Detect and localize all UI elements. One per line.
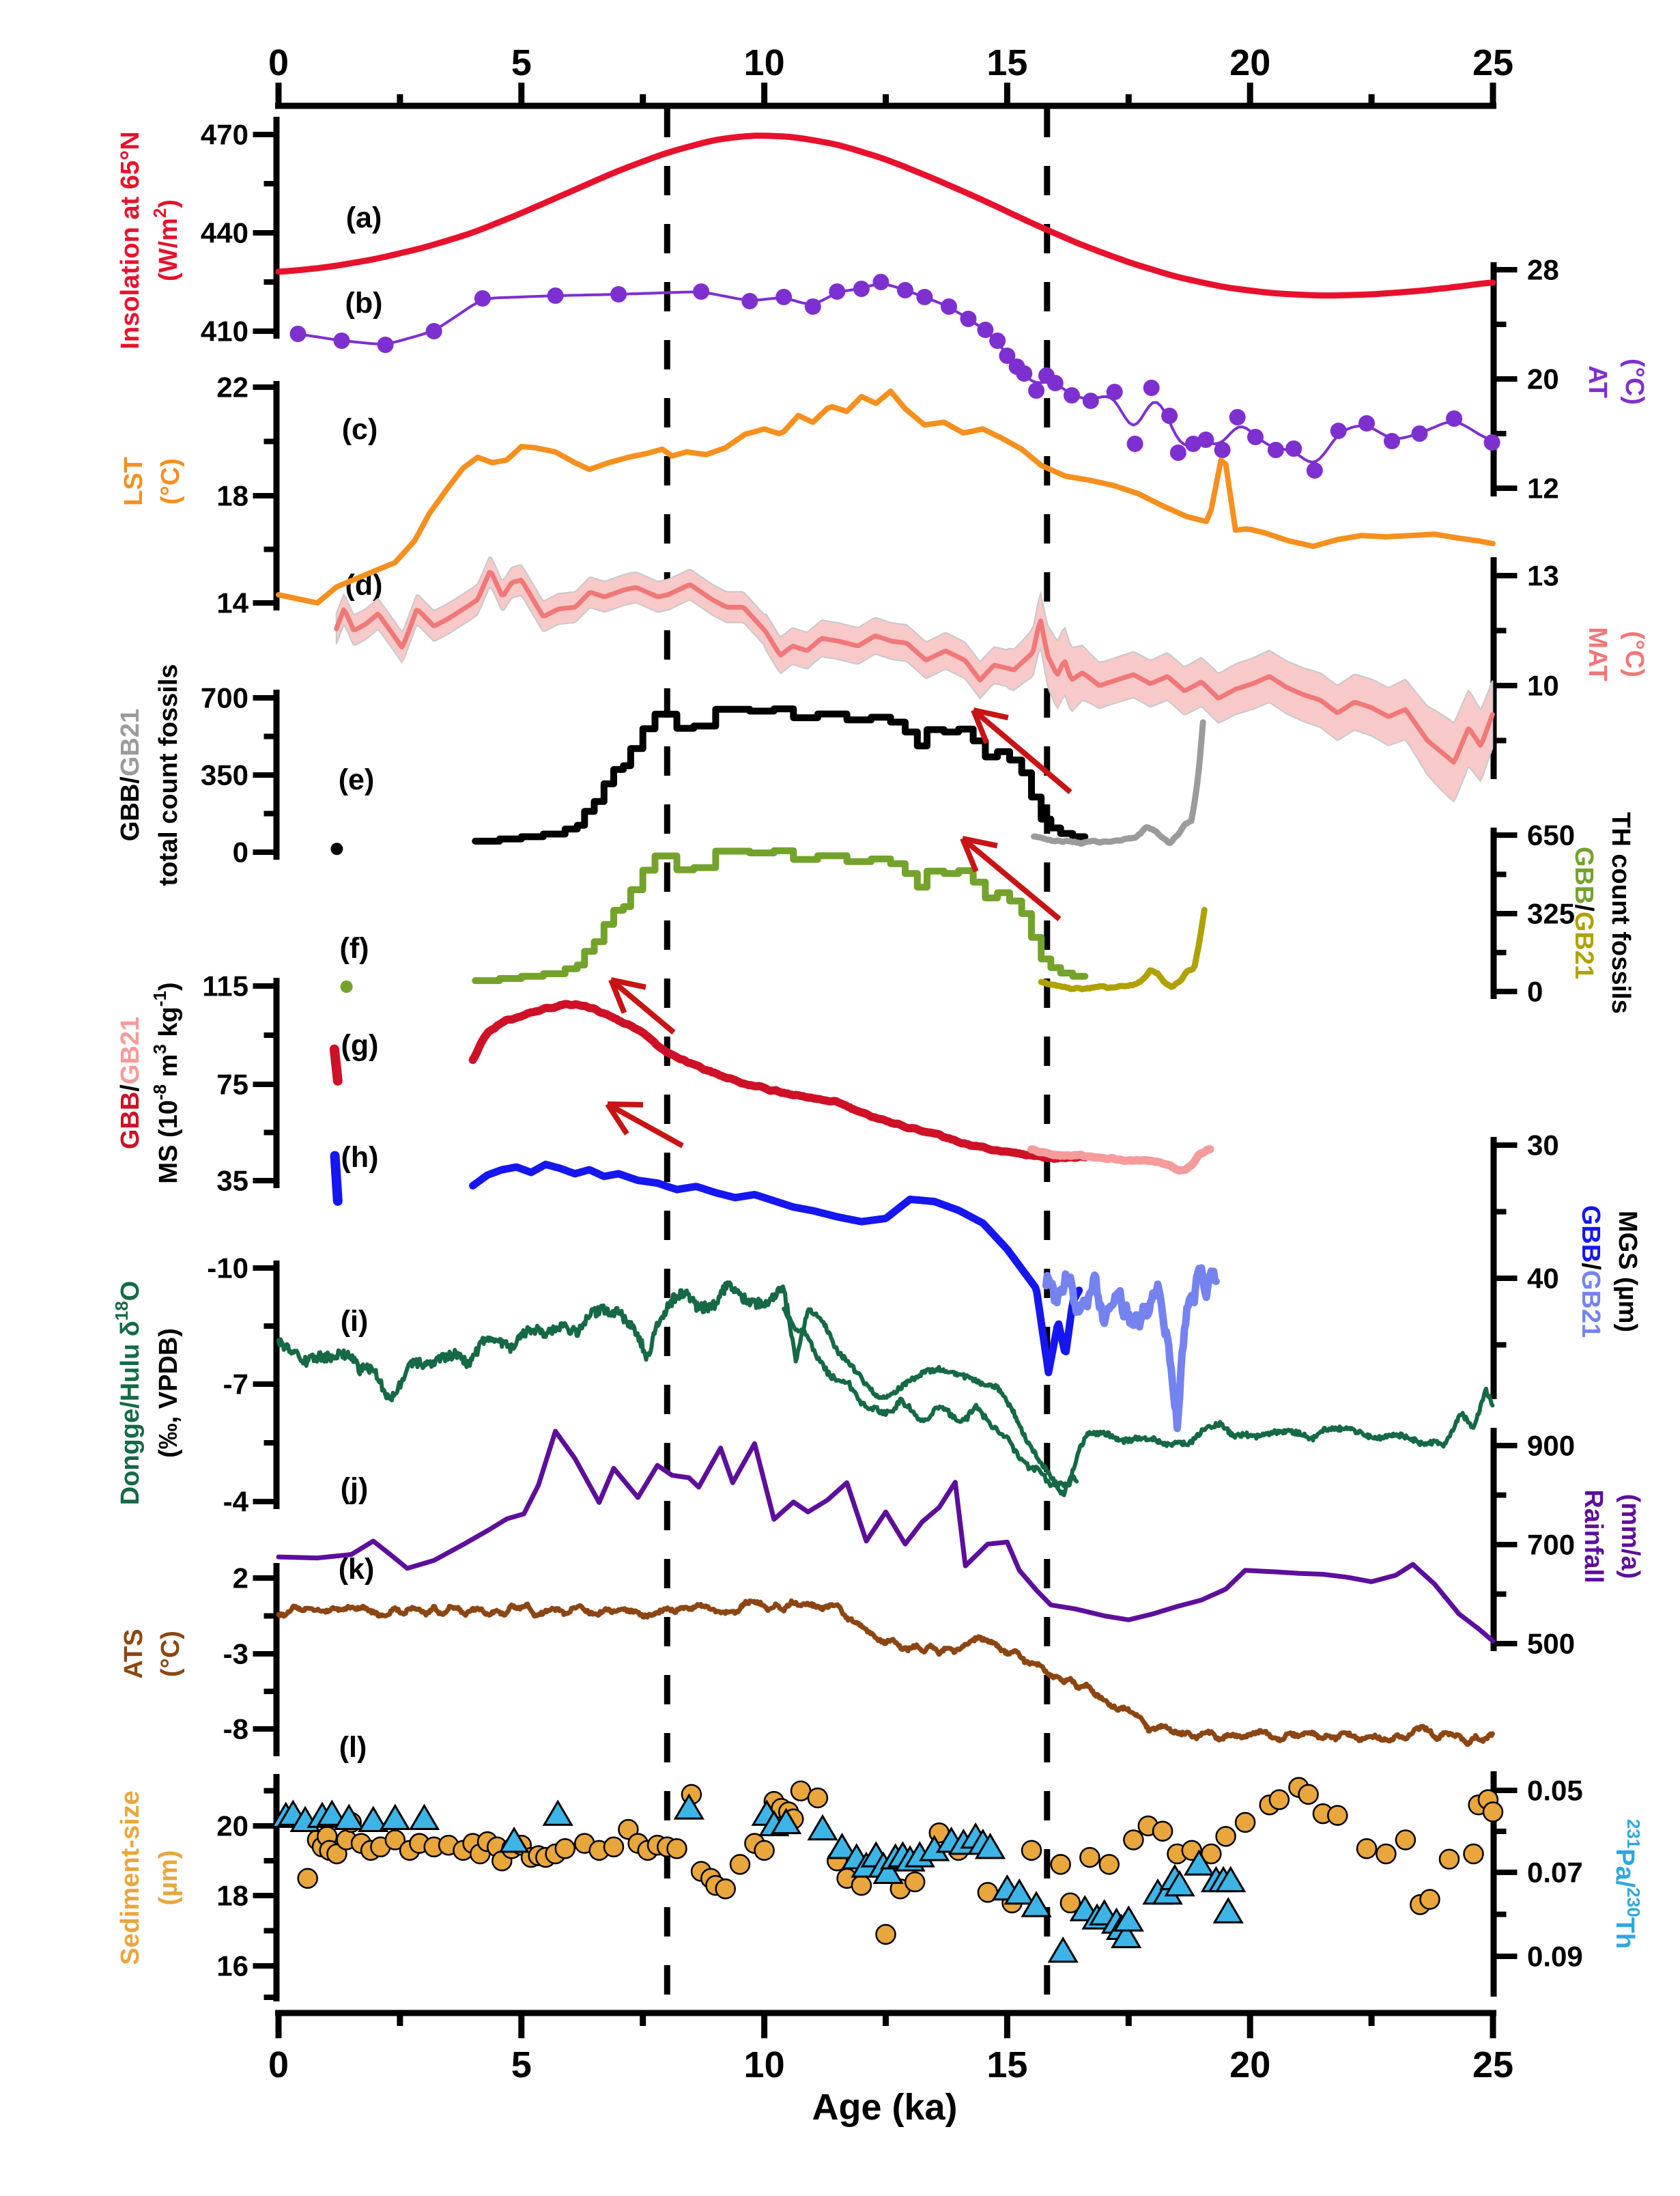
svg-text:900: 900 <box>1527 1430 1575 1462</box>
svg-text:12: 12 <box>1527 473 1559 505</box>
svg-text:(l): (l) <box>339 1731 367 1764</box>
svg-text:30: 30 <box>1527 1129 1559 1162</box>
svg-text:(e): (e) <box>339 763 375 796</box>
svg-text:500: 500 <box>1527 1628 1575 1660</box>
svg-text:(f): (f) <box>340 932 369 965</box>
svg-text:(mm/a): (mm/a) <box>1616 1494 1645 1579</box>
svg-text:650: 650 <box>1527 819 1575 851</box>
svg-text:(c): (c) <box>342 413 378 446</box>
svg-text:22: 22 <box>216 371 248 404</box>
svg-text:GBB/GB21: GBB/GB21 <box>1569 847 1598 979</box>
svg-text:700: 700 <box>201 682 248 714</box>
svg-text:14: 14 <box>216 587 248 619</box>
svg-text:440: 440 <box>201 217 248 249</box>
svg-text:10: 10 <box>1527 670 1559 702</box>
svg-text:LST: LST <box>119 457 148 506</box>
svg-text:GBB/GB21: GBB/GB21 <box>116 709 145 841</box>
svg-text:20: 20 <box>216 1810 248 1842</box>
svg-text:total count fossils: total count fossils <box>154 664 183 886</box>
svg-text:Rainfall: Rainfall <box>1579 1489 1608 1583</box>
svg-text:470: 470 <box>201 119 248 151</box>
svg-text:(W/m2): (W/m2) <box>150 199 183 281</box>
svg-text:-8: -8 <box>223 1713 248 1745</box>
svg-text:700: 700 <box>1527 1529 1575 1561</box>
svg-text:20: 20 <box>1527 363 1559 395</box>
svg-text:40: 40 <box>1527 1263 1559 1295</box>
svg-text:(h): (h) <box>341 1141 379 1174</box>
svg-text:MGS (µm): MGS (µm) <box>1613 1211 1642 1332</box>
svg-text:28: 28 <box>1527 254 1559 286</box>
svg-text:15: 15 <box>986 2044 1027 2085</box>
svg-text:(i): (i) <box>341 1305 369 1338</box>
svg-text:MS (10-8 m3 kg-1): MS (10-8 m3 kg-1) <box>150 982 183 1183</box>
svg-text:Sediment-size: Sediment-size <box>116 1790 145 1965</box>
svg-text:0: 0 <box>233 836 248 869</box>
svg-text:AT: AT <box>1583 365 1612 398</box>
svg-text:Insolation at 65°N: Insolation at 65°N <box>116 131 145 349</box>
svg-text:(µm): (µm) <box>154 1850 183 1906</box>
svg-text:TH count fossils: TH count fossils <box>1606 812 1635 1014</box>
svg-text:25: 25 <box>1472 42 1513 83</box>
svg-text:0: 0 <box>1527 976 1543 1008</box>
svg-text:231Pa/230Th: 231Pa/230Th <box>1610 1819 1644 1949</box>
svg-text:Dongge/Hulu δ18O: Dongge/Hulu δ18O <box>111 1281 145 1506</box>
svg-text:MAT: MAT <box>1583 627 1612 681</box>
svg-text:75: 75 <box>216 1069 248 1101</box>
svg-text:10: 10 <box>744 2044 785 2085</box>
svg-text:GBB/GB21: GBB/GB21 <box>116 1017 145 1149</box>
svg-text:(a): (a) <box>346 201 382 234</box>
svg-text:(°C): (°C) <box>156 458 185 505</box>
svg-text:5: 5 <box>511 42 532 83</box>
svg-text:115: 115 <box>202 970 248 1002</box>
svg-text:13: 13 <box>1527 560 1559 592</box>
svg-text:0: 0 <box>268 42 289 83</box>
svg-text:(j): (j) <box>341 1472 369 1505</box>
svg-text:-4: -4 <box>223 1486 249 1518</box>
svg-text:GBB/GB21: GBB/GB21 <box>1576 1205 1605 1338</box>
svg-text:16: 16 <box>216 1950 248 1982</box>
svg-text:Age (ka): Age (ka) <box>812 2087 957 2128</box>
svg-text:20: 20 <box>1229 2044 1270 2085</box>
svg-text:25: 25 <box>1472 2044 1513 2085</box>
svg-text:0.09: 0.09 <box>1527 1941 1583 1973</box>
svg-text:(b): (b) <box>345 287 383 320</box>
svg-text:10: 10 <box>744 42 785 83</box>
svg-text:(°C): (°C) <box>156 1631 185 1677</box>
svg-text:0.05: 0.05 <box>1527 1775 1583 1807</box>
svg-text:-3: -3 <box>223 1638 248 1670</box>
svg-text:-7: -7 <box>223 1368 248 1400</box>
svg-text:0: 0 <box>268 2044 289 2085</box>
svg-text:15: 15 <box>986 42 1027 83</box>
svg-text:2: 2 <box>233 1562 248 1594</box>
svg-text:(°C): (°C) <box>1620 631 1649 677</box>
svg-text:350: 350 <box>201 759 248 791</box>
svg-text:18: 18 <box>216 480 248 512</box>
svg-text:18: 18 <box>216 1880 248 1912</box>
svg-text:0.07: 0.07 <box>1527 1857 1583 1889</box>
svg-text:ATS: ATS <box>119 1629 148 1678</box>
svg-text:5: 5 <box>511 2044 532 2085</box>
svg-text:20: 20 <box>1229 42 1270 83</box>
svg-text:35: 35 <box>216 1165 248 1197</box>
svg-text:325: 325 <box>1527 898 1575 930</box>
svg-text:(°C): (°C) <box>1620 358 1649 405</box>
svg-text:(g): (g) <box>341 1029 379 1062</box>
svg-text:410: 410 <box>201 315 248 348</box>
svg-text:(‰, VPDB): (‰, VPDB) <box>154 1328 183 1458</box>
svg-text:-10: -10 <box>207 1252 248 1284</box>
svg-text:(k): (k) <box>339 1553 375 1586</box>
